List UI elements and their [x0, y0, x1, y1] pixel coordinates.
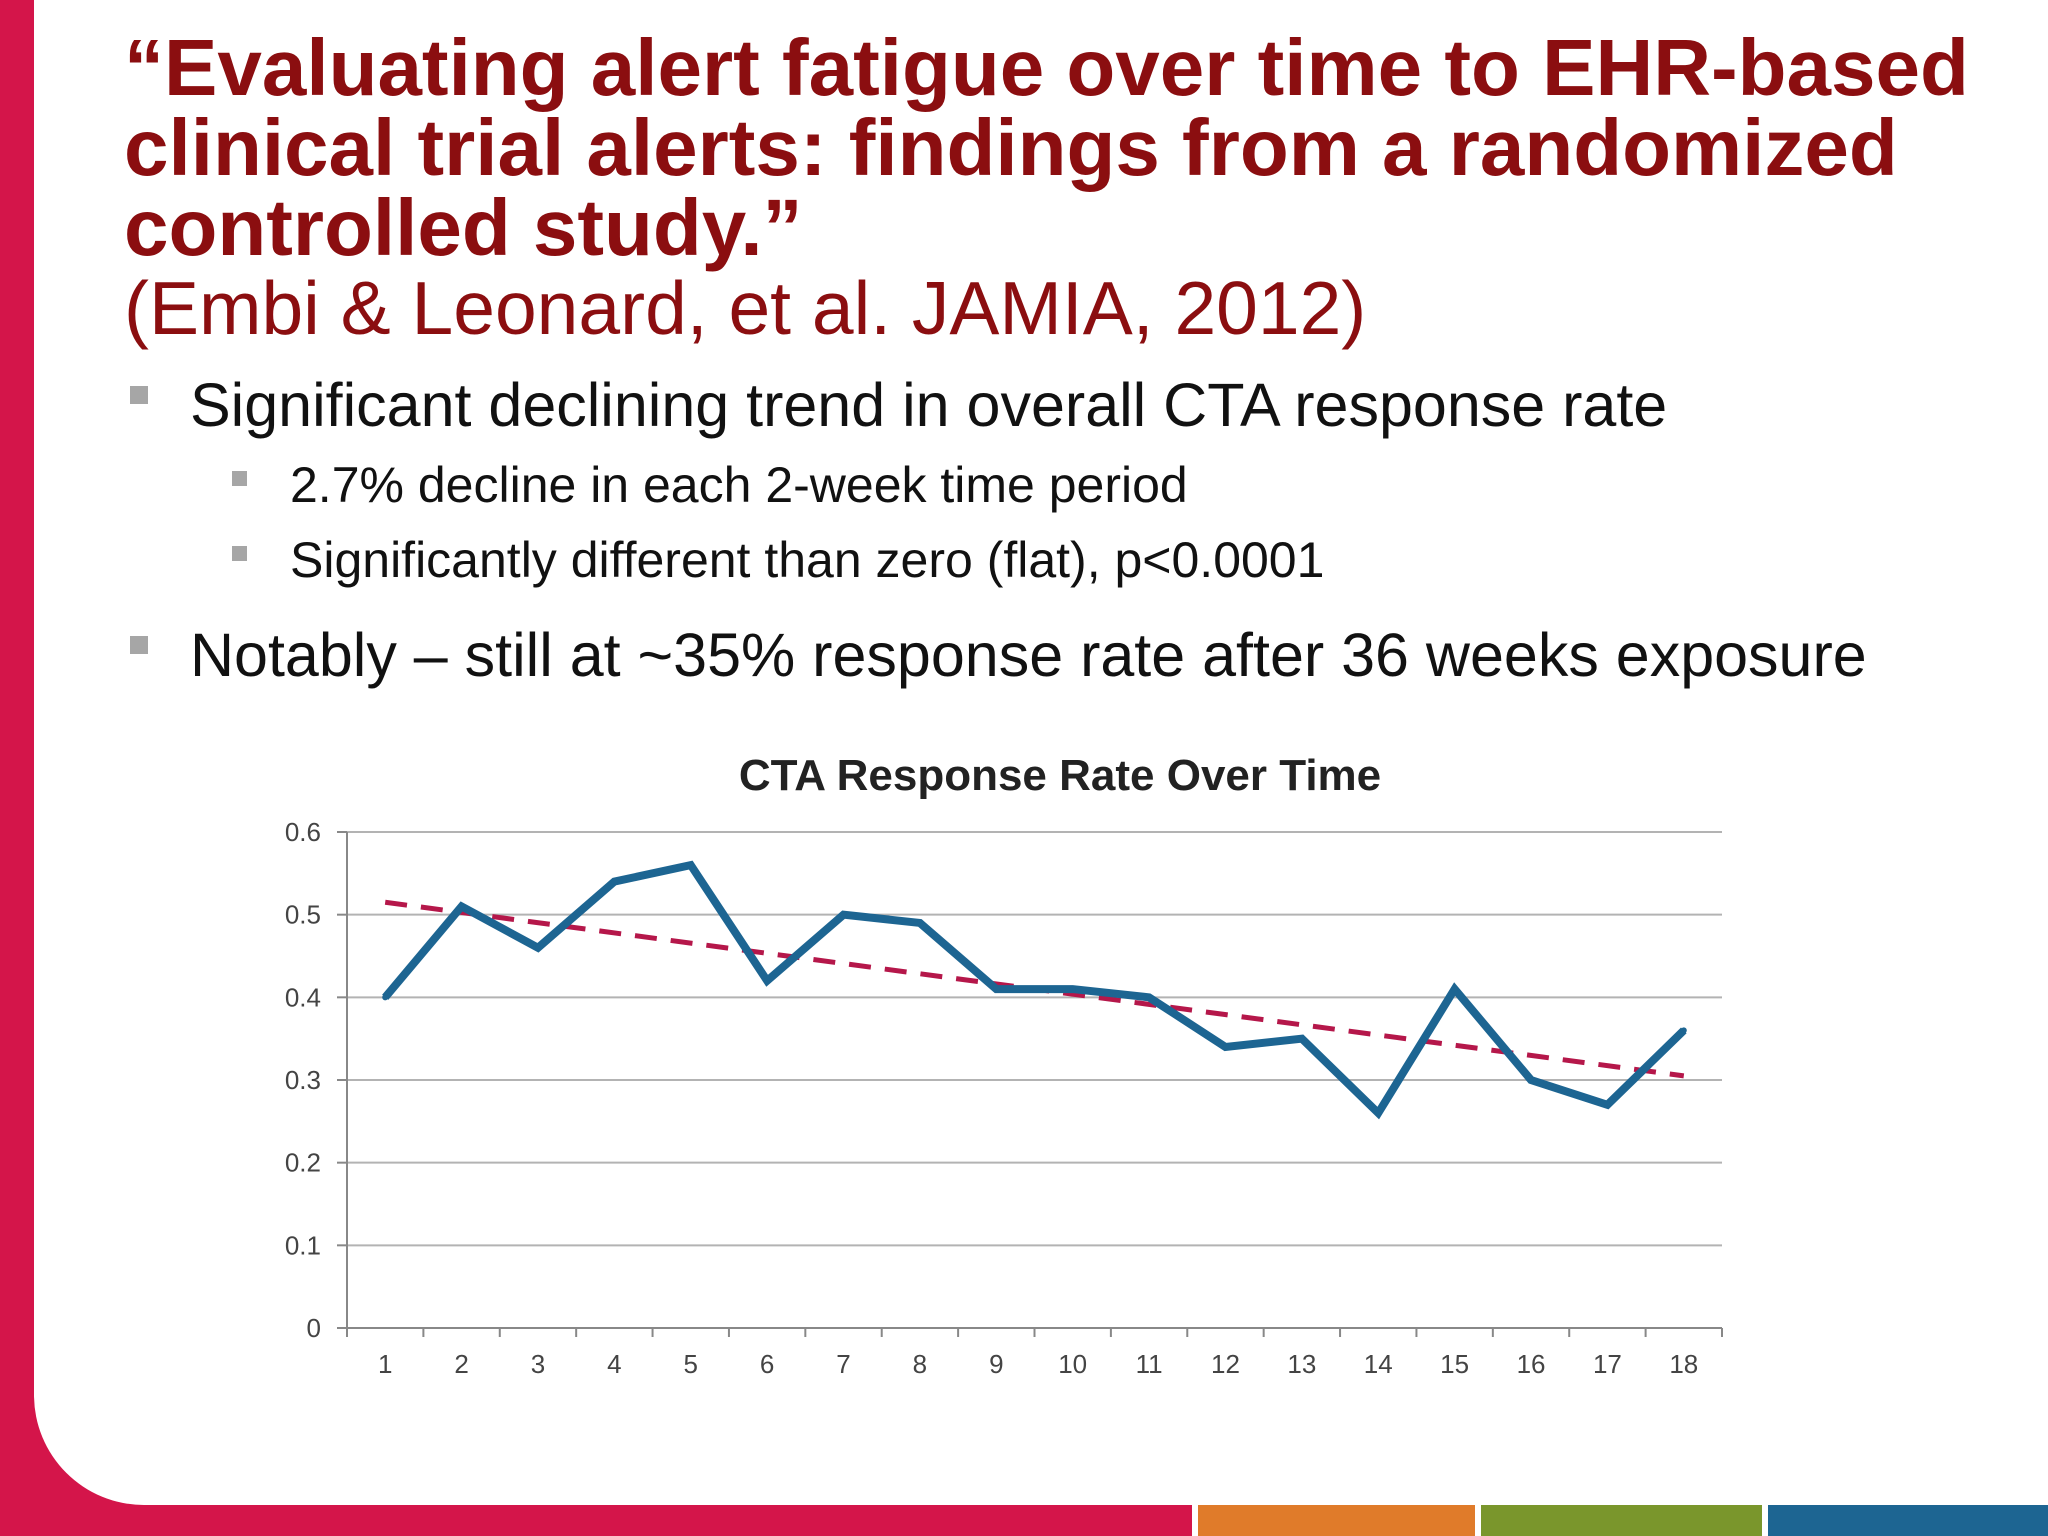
x-tick-label: 10 — [1058, 1349, 1087, 1379]
footer-bar-green — [1481, 1505, 1762, 1536]
footer-bar-orange — [1198, 1505, 1475, 1536]
data-point — [458, 903, 465, 910]
x-tick-label: 1 — [378, 1349, 392, 1379]
slide-frame-left — [0, 0, 34, 1536]
data-point — [1146, 994, 1153, 1001]
y-tick-label: 0.1 — [285, 1230, 321, 1260]
bullet-square-icon — [232, 546, 247, 561]
y-tick-label: 0.2 — [285, 1148, 321, 1178]
x-tick-label: 9 — [989, 1349, 1003, 1379]
x-tick-label: 4 — [607, 1349, 621, 1379]
data-point — [534, 944, 541, 951]
x-tick-label: 18 — [1669, 1349, 1698, 1379]
data-point — [1298, 1035, 1305, 1042]
sub-bullet-item: 2.7% decline in each 2-week time period — [232, 455, 1188, 515]
y-tick-label: 0.6 — [285, 817, 321, 847]
data-point — [840, 911, 847, 918]
slide-title: “Evaluating alert fatigue over time to E… — [124, 23, 1969, 272]
chart-title: CTA Response Rate Over Time — [739, 751, 1381, 800]
data-point — [1680, 1027, 1687, 1034]
y-tick-label: 0 — [307, 1313, 321, 1343]
footer-bar-blue — [1768, 1505, 2048, 1536]
x-tick-label: 17 — [1593, 1349, 1622, 1379]
y-tick-label: 0.3 — [285, 1065, 321, 1095]
x-tick-label: 8 — [913, 1349, 927, 1379]
bullet-square-icon — [130, 636, 148, 654]
data-point — [1069, 986, 1076, 993]
x-tick-label: 12 — [1211, 1349, 1240, 1379]
x-tick-label: 16 — [1517, 1349, 1546, 1379]
x-tick-label: 14 — [1364, 1349, 1393, 1379]
slide-citation: (Embi & Leonard, et al. JAMIA, 2012) — [124, 266, 1367, 350]
x-tick-label: 13 — [1287, 1349, 1316, 1379]
data-point — [611, 878, 618, 885]
sub-bullet-text: Significantly different than zero (flat)… — [290, 532, 1325, 588]
bullet-square-icon — [130, 386, 148, 404]
x-tick-label: 15 — [1440, 1349, 1469, 1379]
data-point — [764, 977, 771, 984]
x-tick-label: 2 — [454, 1349, 468, 1379]
x-tick-label: 7 — [836, 1349, 850, 1379]
data-point — [916, 919, 923, 926]
data-point — [1451, 986, 1458, 993]
x-tick-label: 11 — [1136, 1349, 1163, 1379]
x-tick-label: 5 — [684, 1349, 698, 1379]
x-tick-label: 6 — [760, 1349, 774, 1379]
bullet-item: Notably – still at ~35% response rate af… — [130, 620, 1867, 690]
bullet-item: Significant declining trend in overall C… — [130, 370, 1668, 440]
bullet-text: Significant declining trend in overall C… — [190, 371, 1668, 439]
data-point — [1604, 1101, 1611, 1108]
footer-bar-red — [0, 1505, 1192, 1536]
x-tick-label: 3 — [531, 1349, 545, 1379]
trend-line — [384, 899, 1685, 1079]
data-point — [382, 994, 389, 1001]
data-point — [1375, 1110, 1382, 1117]
sub-bullet-text: 2.7% decline in each 2-week time period — [290, 457, 1188, 513]
series-line — [382, 860, 1687, 1120]
bullet-square-icon — [232, 471, 247, 486]
bullet-text: Notably – still at ~35% response rate af… — [190, 621, 1867, 689]
y-tick-label: 0.4 — [285, 982, 321, 1012]
data-point — [687, 862, 694, 869]
data-point — [1222, 1043, 1229, 1050]
data-point — [993, 986, 1000, 993]
y-tick-label: 0.5 — [285, 900, 321, 930]
sub-bullet-item: Significantly different than zero (flat)… — [232, 530, 1325, 590]
data-point — [1528, 1077, 1535, 1083]
